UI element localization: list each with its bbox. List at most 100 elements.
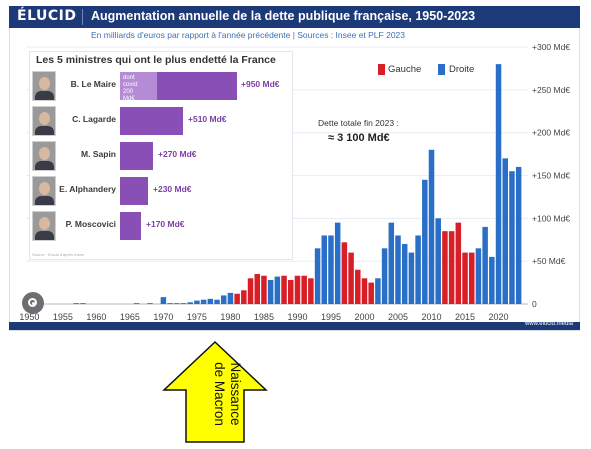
minister-bar <box>120 177 148 205</box>
bar-1972 <box>174 303 180 304</box>
y-tick-label: +200 Md€ <box>532 128 570 138</box>
bar-1958 <box>80 303 86 304</box>
bar-2022 <box>509 171 515 304</box>
x-tick-label: 2015 <box>455 312 475 322</box>
bar-2004 <box>388 222 395 304</box>
x-tick-label: 2010 <box>421 312 441 322</box>
minister-name: C. Lagarde <box>72 114 116 124</box>
y-tick-label: 0 <box>532 299 537 309</box>
legend-gauche-swatch <box>378 64 385 75</box>
minister-photo <box>32 141 56 171</box>
x-tick-label: 1965 <box>120 312 140 322</box>
minister-row: E. Alphandery +230 Md€ <box>30 175 292 207</box>
covid-note: dont covid: 200 Md€ <box>123 75 139 102</box>
bar-2008 <box>415 235 421 304</box>
minister-row: B. Le Maire dont covid: 200 Md€ +950 Md€ <box>30 70 292 102</box>
bar-2015 <box>462 252 468 304</box>
x-tick-label: 1950 <box>19 312 39 322</box>
legend-gauche-label: Gauche <box>388 64 422 75</box>
bar-1976 <box>200 299 207 304</box>
minister-photo <box>32 71 56 101</box>
x-tick-label: 1995 <box>321 312 341 322</box>
bar-1992 <box>308 278 314 304</box>
bar-1981 <box>234 293 240 304</box>
minister-bar <box>120 142 153 170</box>
minister-photo <box>32 211 56 241</box>
bar-1986 <box>267 280 274 304</box>
minister-value: +510 Md€ <box>188 114 227 124</box>
bar-2020 <box>495 64 502 304</box>
x-tick-label: 1975 <box>187 312 207 322</box>
bar-1988 <box>281 275 287 304</box>
bar-2023 <box>515 166 522 304</box>
minister-bar <box>120 212 141 240</box>
logo-separator <box>82 9 83 25</box>
bar-1975 <box>194 300 200 304</box>
bar-1974 <box>187 302 193 304</box>
y-tick-label: +150 Md€ <box>532 171 570 181</box>
bar-1973 <box>180 303 187 304</box>
bar-1994 <box>321 235 328 304</box>
bar-2017 <box>475 248 482 304</box>
bar-2001 <box>368 282 374 304</box>
x-tick-label: 2000 <box>354 312 374 322</box>
annotation-line-2: de Macron <box>212 362 227 426</box>
bar-1985 <box>261 275 267 304</box>
bar-1970 <box>160 297 167 304</box>
x-tick-label: 1980 <box>220 312 240 322</box>
total-debt-label: Dette totale fin 2023 : <box>318 118 399 128</box>
bar-2009 <box>422 179 428 304</box>
bar-1990 <box>294 275 301 304</box>
bar-2006 <box>401 244 408 304</box>
bar-1989 <box>288 280 294 304</box>
bar-2010 <box>428 149 435 304</box>
footer-bar <box>9 322 580 330</box>
bar-1997 <box>341 242 348 304</box>
bar-2014 <box>455 222 462 304</box>
x-tick-label: 2020 <box>489 312 509 322</box>
bar-2011 <box>435 218 441 304</box>
x-tick-label: 1985 <box>254 312 274 322</box>
bar-1991 <box>301 275 307 304</box>
x-tick-label: 1955 <box>53 312 73 322</box>
bar-1983 <box>247 278 254 304</box>
minister-row: P. Moscovici +170 Md€ <box>30 210 292 242</box>
bar-1993 <box>314 248 321 304</box>
google-lens-button[interactable] <box>22 292 44 314</box>
bar-2003 <box>381 248 388 304</box>
lens-dot <box>31 301 35 305</box>
bar-2018 <box>482 226 488 304</box>
yellow-up-arrow <box>162 340 268 443</box>
bar-1977 <box>207 298 214 304</box>
minister-name: B. Le Maire <box>70 79 116 89</box>
minister-value: +950 Md€ <box>241 79 280 89</box>
chart-title: Augmentation annuelle de la dette publiq… <box>91 9 476 23</box>
y-tick-label: +100 Md€ <box>532 213 570 223</box>
bar-1998 <box>348 252 354 304</box>
bar-1979 <box>220 295 227 304</box>
minister-photo <box>32 106 56 136</box>
legend-droite-label: Droite <box>449 64 475 75</box>
y-tick-label: +50 Md€ <box>532 256 566 266</box>
legend-droite-swatch <box>438 64 445 75</box>
lens-icon <box>28 298 37 307</box>
x-tick-label: 1990 <box>287 312 307 322</box>
minister-value: +170 Md€ <box>146 219 185 229</box>
bar-1999 <box>355 269 361 304</box>
ministers-inset: Les 5 ministres qui ont le plus endetté … <box>29 51 293 260</box>
total-debt-value: ≈ 3 100 Md€ <box>328 132 390 144</box>
minister-photo <box>32 176 56 206</box>
x-tick-label: 2005 <box>388 312 408 322</box>
bar-2013 <box>448 231 455 304</box>
minister-value: +230 Md€ <box>153 184 192 194</box>
inset-title: Les 5 ministres qui ont le plus endetté … <box>36 54 276 66</box>
bar-1966 <box>133 303 140 304</box>
bar-1957 <box>73 303 80 304</box>
footer-url: www.elucid.media <box>524 321 573 327</box>
bar-2007 <box>408 252 415 304</box>
minister-row: C. Lagarde +510 Md€ <box>30 105 292 137</box>
bar-2005 <box>395 235 401 304</box>
x-tick-label: 1970 <box>153 312 173 322</box>
header-bar: ÉLUCID Augmentation annuelle de la dette… <box>9 6 580 28</box>
